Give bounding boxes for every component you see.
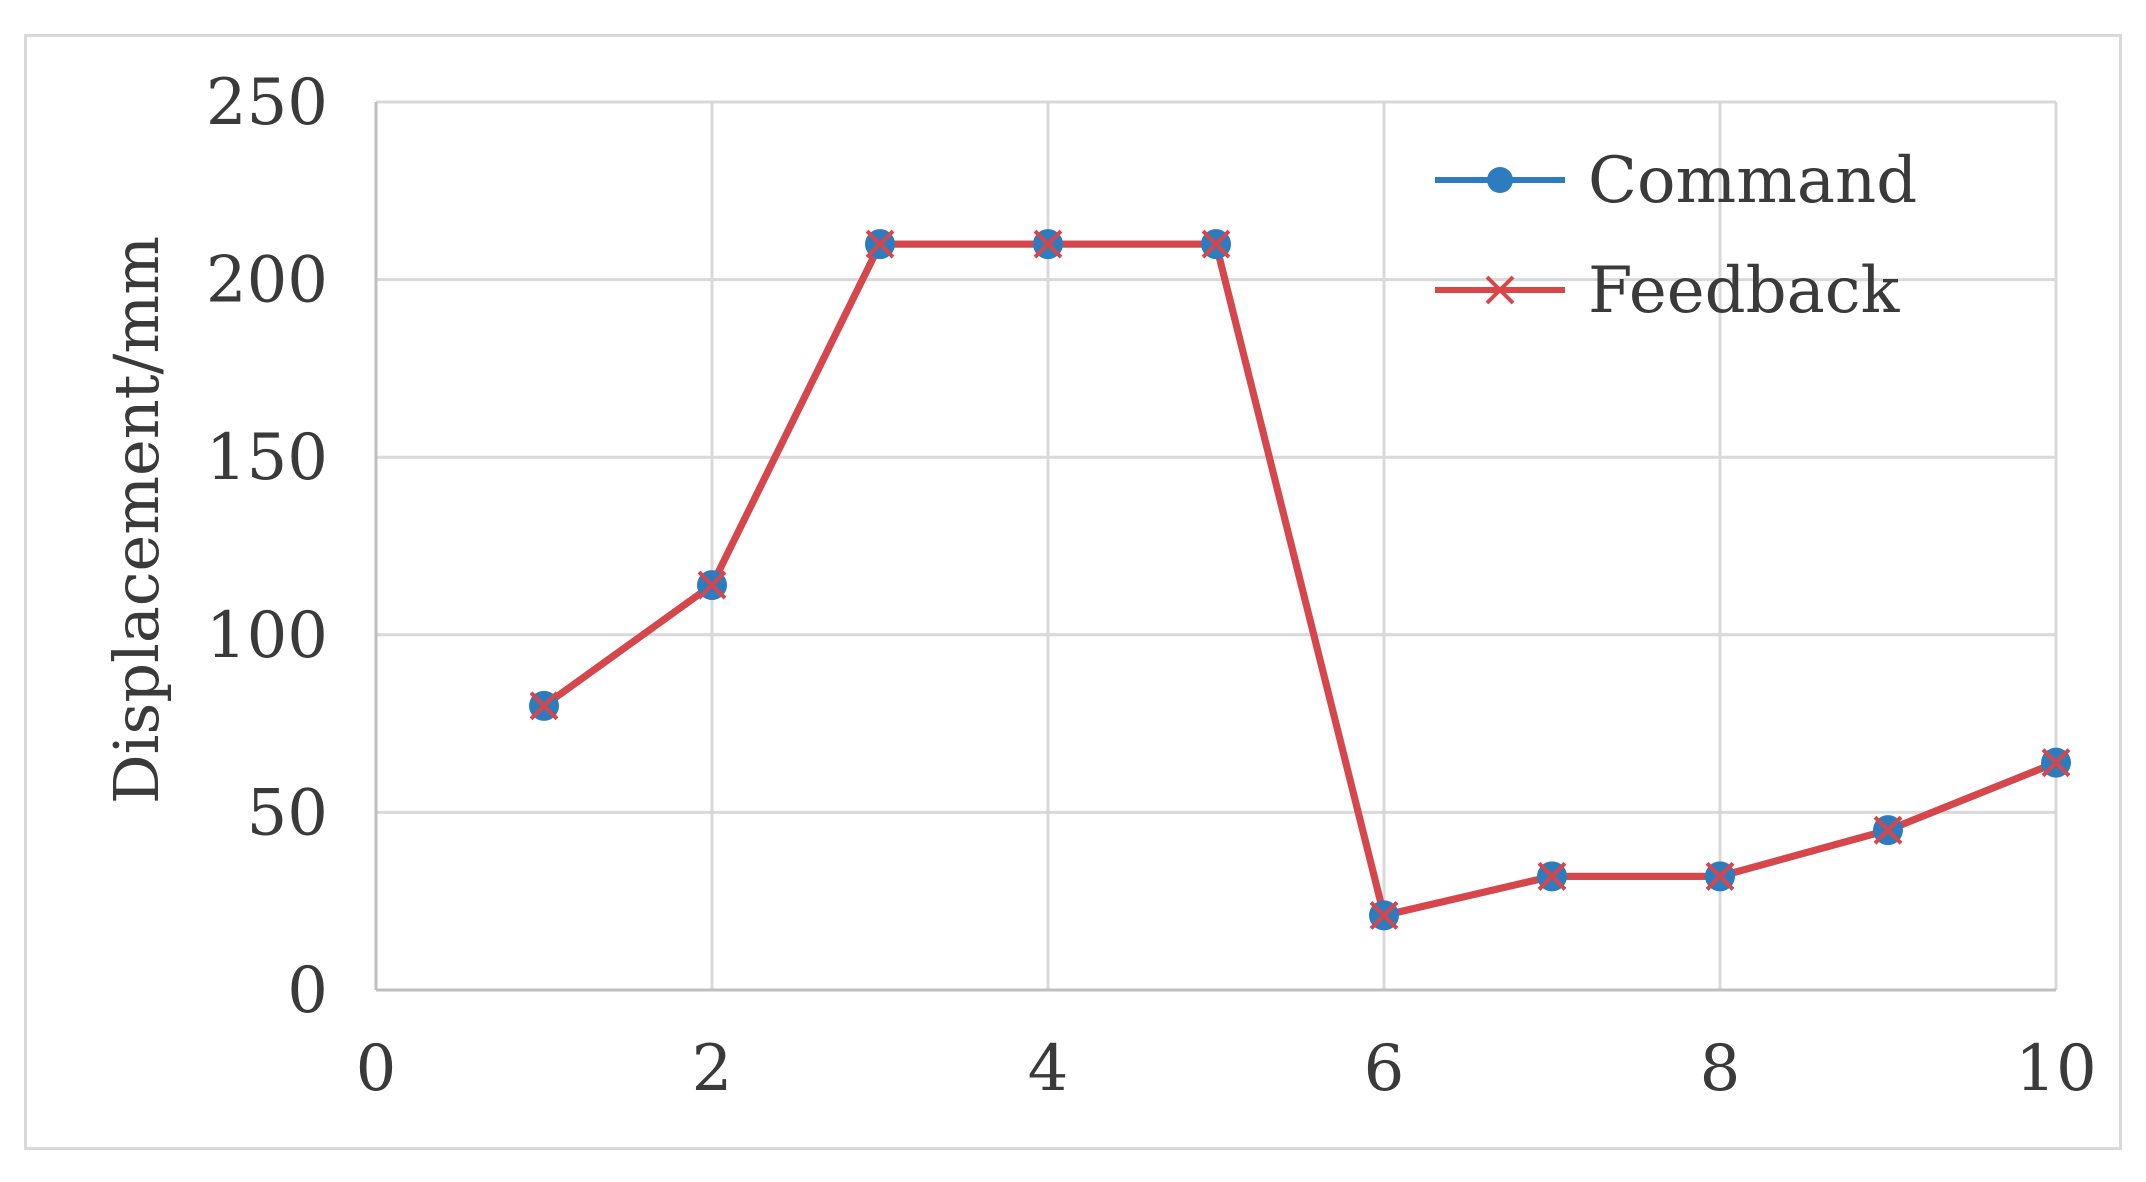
y-tick-label: 0: [287, 954, 328, 1028]
data-point-feedback: [1369, 900, 1399, 930]
data-point-feedback: [1201, 229, 1231, 259]
x-tick-label: 0: [356, 1032, 397, 1106]
data-point-feedback: [1705, 861, 1735, 891]
legend: Command Feedback: [1435, 144, 1917, 328]
legend-feedback-label: Feedback: [1588, 254, 1901, 328]
y-tick-label: 250: [206, 66, 328, 140]
data-point-feedback: [865, 229, 895, 259]
tick-labels: 0 50 100 150 200 250 0 2 4 6 8 10: [206, 66, 2097, 1106]
legend-item-feedback: Feedback: [1435, 254, 1901, 328]
data-point-feedback: [1537, 861, 1567, 891]
data-markers: [529, 229, 2071, 931]
y-tick-label: 200: [206, 244, 328, 318]
y-tick-label: 100: [206, 599, 328, 673]
x-tick-label: 4: [1028, 1032, 1069, 1106]
data-point-feedback: [2041, 748, 2071, 778]
y-axis-title: Displacement/mm: [100, 236, 173, 804]
data-point-feedback: [529, 691, 559, 721]
legend-item-command: Command: [1435, 144, 1917, 218]
legend-command-label: Command: [1588, 144, 1917, 218]
grid-lines: [376, 100, 2058, 990]
x-tick-label: 8: [1700, 1032, 1741, 1106]
legend-command-marker: [1487, 167, 1513, 193]
series-line-feedback: [541, 240, 2058, 919]
y-tick-label: 150: [206, 421, 328, 495]
x-tick-label: 10: [2015, 1032, 2096, 1106]
x-tick-label: 6: [1364, 1032, 1405, 1106]
y-tick-label: 50: [247, 776, 328, 850]
axes: [374, 102, 2056, 992]
x-tick-label: 2: [692, 1032, 733, 1106]
series-lines: [541, 240, 2058, 919]
legend-feedback-marker: [1485, 275, 1515, 305]
chart-frame: [24, 34, 2122, 1150]
data-point-feedback: [1033, 229, 1063, 259]
data-point-feedback: [697, 570, 727, 600]
data-point-feedback: [1873, 815, 1903, 845]
